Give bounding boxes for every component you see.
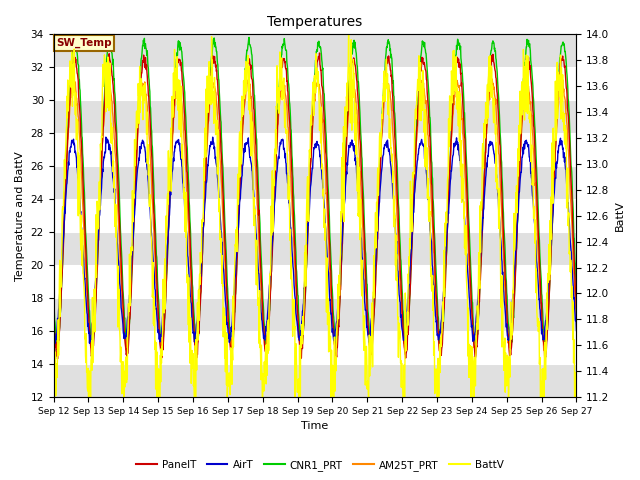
X-axis label: Time: Time — [301, 421, 328, 432]
Text: SW_Temp: SW_Temp — [56, 38, 112, 48]
Legend: PanelT, AirT, CNR1_PRT, AM25T_PRT, BattV: PanelT, AirT, CNR1_PRT, AM25T_PRT, BattV — [132, 456, 508, 475]
Y-axis label: BattV: BattV — [615, 200, 625, 231]
Bar — [54, 232, 577, 265]
Bar — [54, 100, 577, 133]
Title: Temperatures: Temperatures — [268, 15, 363, 29]
Bar — [54, 166, 577, 199]
Bar — [54, 35, 577, 67]
Bar — [54, 364, 577, 397]
Y-axis label: Temperature and BattV: Temperature and BattV — [15, 151, 25, 281]
Bar — [54, 298, 577, 331]
